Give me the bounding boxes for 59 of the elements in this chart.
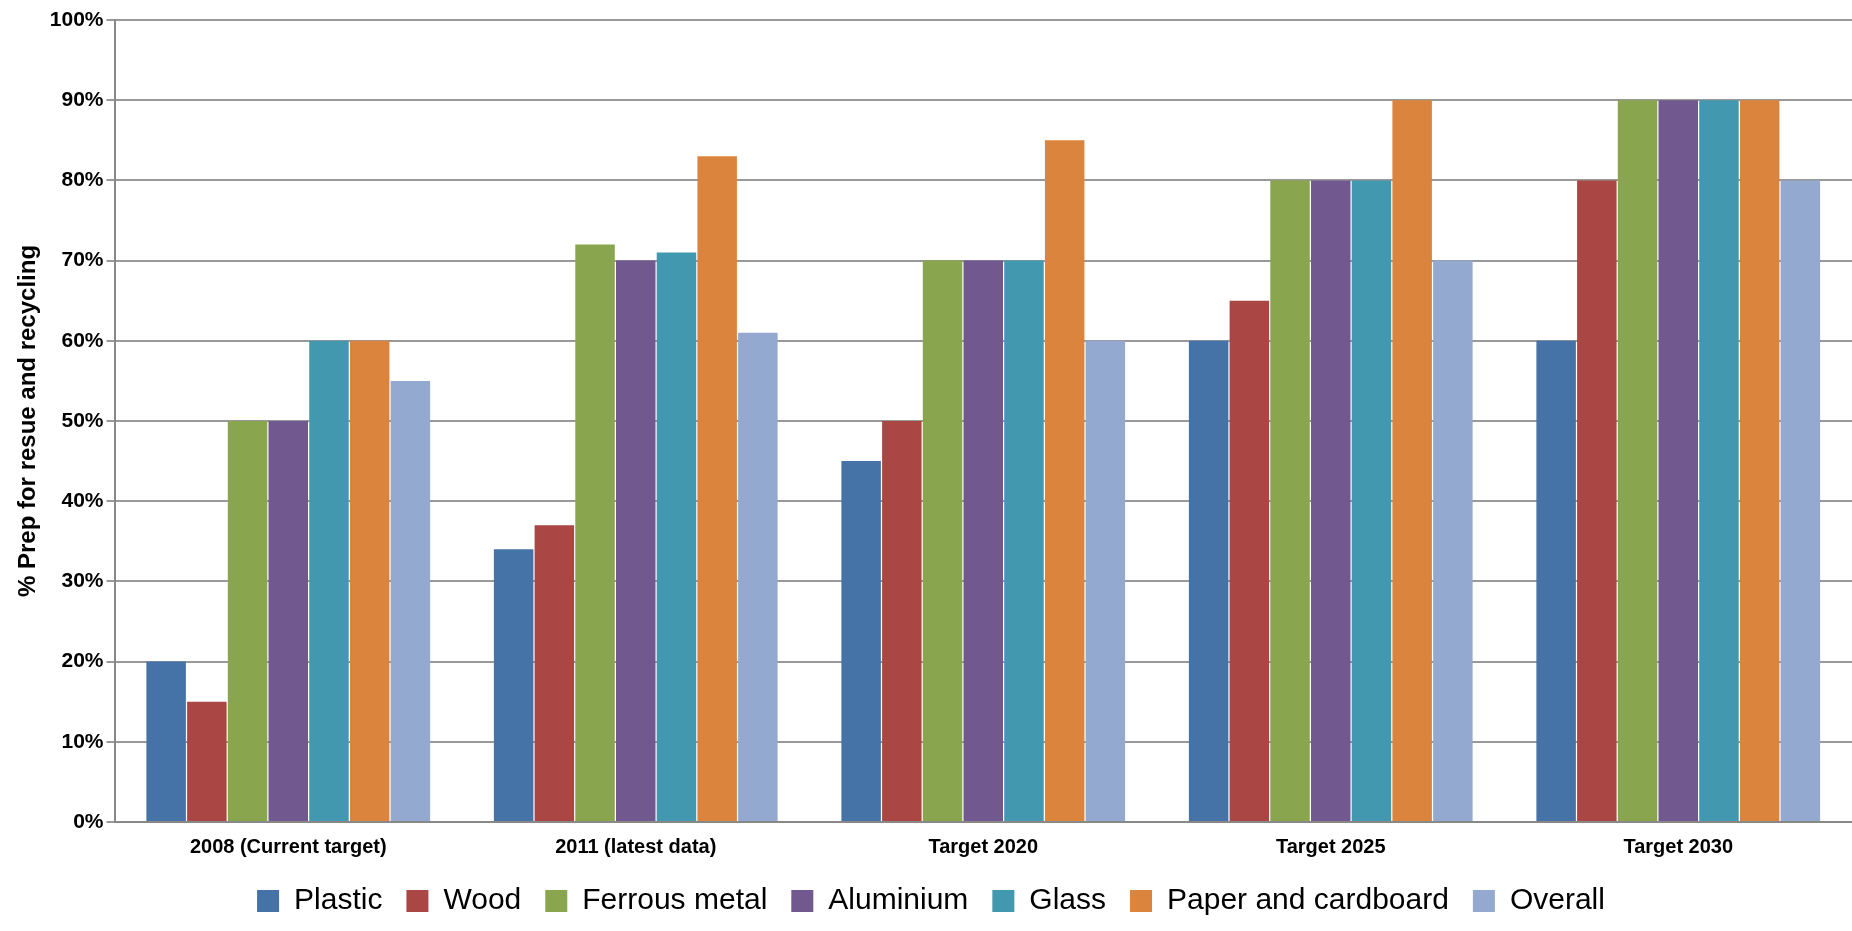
bar bbox=[268, 421, 308, 821]
bar bbox=[1699, 100, 1739, 821]
bar bbox=[534, 525, 575, 821]
y-tick-label: 90% bbox=[61, 87, 104, 110]
legend-label: Ferrous metal bbox=[582, 882, 768, 916]
y-tick-label: 10% bbox=[61, 728, 104, 752]
bar bbox=[349, 340, 390, 821]
bar bbox=[1739, 100, 1780, 821]
x-tick-label: 2011 (latest data) bbox=[555, 834, 717, 857]
legend-label: Aluminium bbox=[828, 882, 969, 916]
legend-label: Plastic bbox=[294, 882, 383, 916]
bar bbox=[656, 252, 697, 821]
y-tick-label: 30% bbox=[61, 568, 104, 592]
y-tick-label: 0% bbox=[73, 808, 104, 832]
bar bbox=[575, 244, 615, 821]
bar bbox=[1229, 300, 1270, 821]
x-tick-label: Target 2020 bbox=[928, 834, 1039, 857]
x-tick-label: 2008 (Current target) bbox=[189, 834, 387, 857]
legend-label: Glass bbox=[1029, 882, 1107, 916]
y-tick-label: 70% bbox=[61, 247, 104, 271]
y-tick-label: 60% bbox=[61, 327, 104, 351]
bar bbox=[963, 260, 1003, 821]
bar bbox=[738, 332, 778, 821]
y-tick-label: 100% bbox=[49, 6, 104, 30]
bar bbox=[1044, 140, 1085, 821]
bar bbox=[1433, 260, 1473, 821]
bar bbox=[227, 421, 268, 821]
y-tick-label: 50% bbox=[61, 407, 104, 431]
legend-label: Wood bbox=[443, 882, 522, 916]
bar bbox=[390, 380, 431, 821]
bar bbox=[841, 461, 881, 821]
bar bbox=[1658, 100, 1698, 821]
bar bbox=[146, 661, 186, 821]
bar bbox=[1188, 340, 1229, 821]
bar bbox=[493, 549, 534, 821]
legend-label: Overall bbox=[1509, 882, 1605, 916]
bar bbox=[1004, 260, 1044, 821]
y-tick-label: 20% bbox=[61, 648, 104, 672]
bar bbox=[1351, 180, 1392, 821]
bar bbox=[1577, 180, 1617, 821]
bar bbox=[1536, 340, 1576, 821]
bar bbox=[1780, 180, 1821, 821]
bar bbox=[616, 260, 656, 821]
bar bbox=[187, 701, 227, 821]
bar bbox=[309, 340, 349, 821]
bar bbox=[697, 156, 737, 821]
bar bbox=[1085, 340, 1126, 821]
bar bbox=[1617, 100, 1658, 821]
bar bbox=[1270, 180, 1310, 821]
y-tick-label: 40% bbox=[61, 488, 104, 511]
y-axis-title: % Prep for resue and recycling bbox=[13, 244, 41, 598]
y-tick-label: 80% bbox=[61, 167, 104, 191]
bar bbox=[1311, 180, 1351, 821]
x-tick-label: Target 2025 bbox=[1275, 834, 1386, 857]
legend-label: Paper and cardboard bbox=[1167, 882, 1449, 916]
bar bbox=[1392, 100, 1432, 821]
bar bbox=[882, 421, 922, 821]
x-tick-label: Target 2030 bbox=[1623, 834, 1734, 857]
bar bbox=[922, 260, 963, 821]
